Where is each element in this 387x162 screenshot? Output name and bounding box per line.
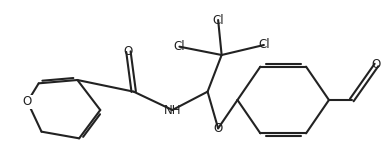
- Text: O: O: [124, 45, 133, 58]
- Text: O: O: [214, 122, 223, 135]
- Text: Cl: Cl: [258, 39, 270, 52]
- Text: NH: NH: [164, 104, 181, 116]
- Text: O: O: [23, 95, 32, 108]
- Text: Cl: Cl: [174, 40, 185, 53]
- Text: O: O: [372, 58, 381, 71]
- Text: Cl: Cl: [212, 13, 224, 27]
